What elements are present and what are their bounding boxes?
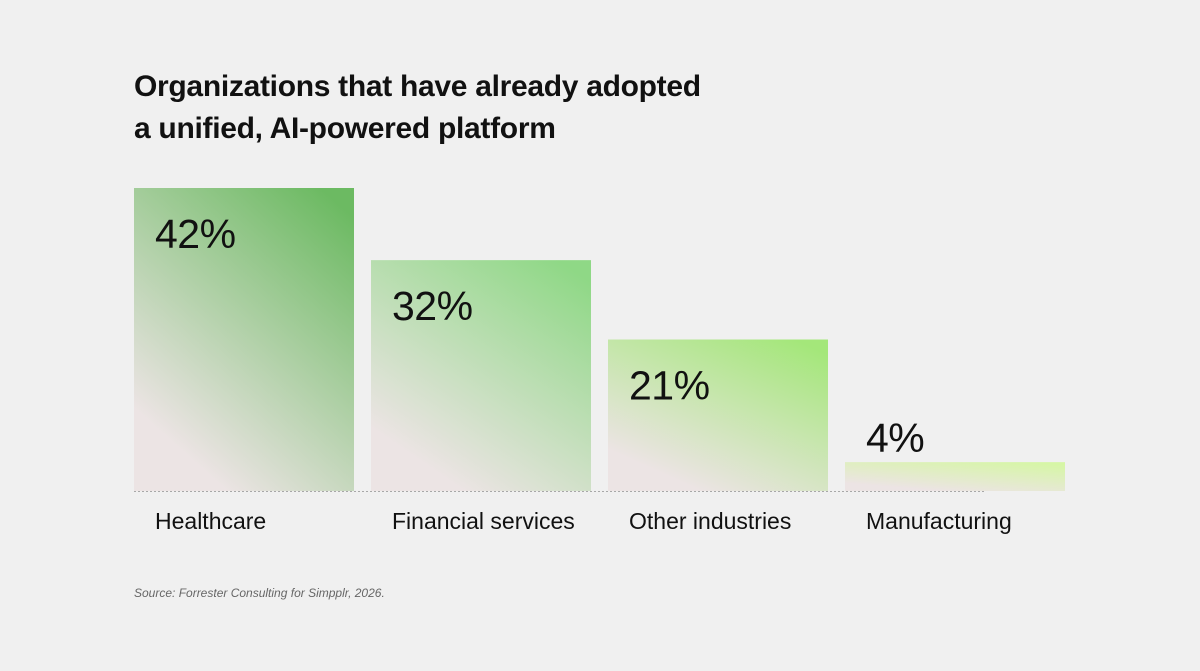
value-label-financial-services: 32%	[392, 283, 473, 329]
value-label-manufacturing: 4%	[866, 415, 924, 461]
bars-layer	[134, 188, 1065, 491]
category-label-healthcare: Healthcare	[155, 508, 266, 534]
chart-title-line-1: Organizations that have already adopted	[134, 70, 701, 103]
bar-financial-services	[371, 260, 591, 491]
chart-title: Organizations that have already adopted …	[134, 66, 774, 150]
category-label-financial-services: Financial services	[392, 508, 575, 534]
source-note: Source: Forrester Consulting for Simpplr…	[134, 586, 385, 600]
labels-layer: 42% Healthcare 32% Financial services 21% Oth…	[155, 211, 1012, 534]
bar-healthcare	[134, 188, 354, 491]
bar-other-industries	[608, 339, 828, 491]
category-label-other-industries: Other industries	[629, 508, 791, 534]
value-label-other-industries: 21%	[629, 363, 710, 409]
category-label-manufacturing: Manufacturing	[866, 508, 1012, 534]
bar-manufacturing	[845, 462, 1065, 491]
value-label-healthcare: 42%	[155, 211, 236, 257]
chart-title-line-2: a unified, AI-powered platform	[134, 112, 556, 145]
